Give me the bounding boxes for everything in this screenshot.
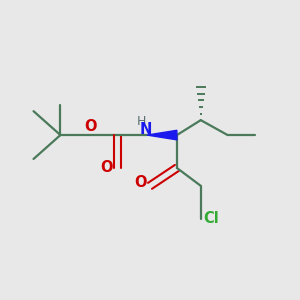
Text: H: H	[137, 115, 146, 128]
Text: O: O	[84, 118, 97, 134]
Text: Cl: Cl	[203, 211, 219, 226]
Text: O: O	[134, 175, 147, 190]
Polygon shape	[147, 130, 177, 140]
Text: O: O	[100, 160, 113, 175]
Text: N: N	[139, 122, 152, 137]
